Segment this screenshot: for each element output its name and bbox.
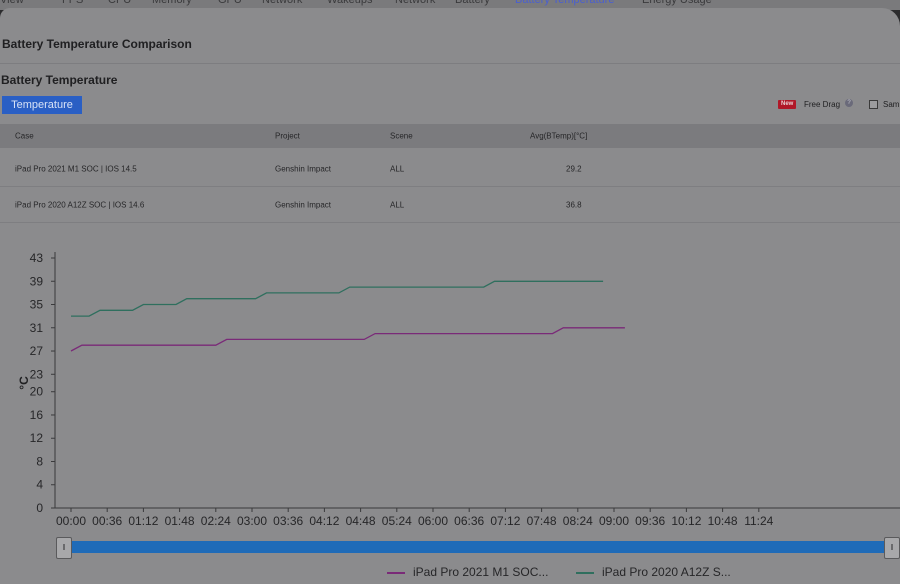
help-icon[interactable]: ? <box>845 99 853 107</box>
x-tick-label: 10:48 <box>708 514 738 528</box>
nav-tab[interactable]: FPS <box>62 0 84 6</box>
x-tick-label: 09:00 <box>599 514 629 528</box>
section-title: Battery Temperature <box>1 73 118 87</box>
header-case: Case <box>15 131 34 141</box>
top-nav: View FPS CPU Memory GPU Network Wakeups Network… <box>0 0 900 10</box>
slider-handle-right[interactable]: ‖ <box>884 537 900 559</box>
legend-label: iPad Pro 2020 A12Z S... <box>602 565 731 579</box>
row-case: iPad Pro 2020 A12Z SOC | IOS 14.6 <box>15 200 145 210</box>
x-tick-label: 07:12 <box>490 514 520 528</box>
x-tick-label: 04:48 <box>346 514 376 528</box>
nav-tab[interactable]: CPU <box>108 0 132 6</box>
x-tick-label: 00:36 <box>92 514 122 528</box>
time-range-slider[interactable] <box>62 541 892 553</box>
nav-tab[interactable]: Network <box>262 0 303 6</box>
legend-swatch <box>387 571 405 574</box>
header-scene: Scene <box>390 131 413 141</box>
x-tick-label: 01:48 <box>165 514 195 528</box>
nav-tab[interactable]: Energy Usage <box>642 0 712 6</box>
x-tick-label: 03:36 <box>273 514 303 528</box>
series-line-0[interactable] <box>70 327 625 352</box>
slider-handle-left[interactable]: ‖ <box>56 537 72 559</box>
temperature-chart: 0 4 8 12 16 20 23 27 31 35 39 43 °C 00:00 00:36 01:12 01… <box>0 240 900 540</box>
y-tick-label: 16 <box>30 408 44 422</box>
x-tick-label: 02:24 <box>201 514 231 528</box>
y-tick-label: 20 <box>30 385 44 399</box>
x-tick-label: 03:00 <box>237 514 267 528</box>
table-header: Case Project Scene Avg(BTemp)[°C] <box>0 124 900 148</box>
nav-tab[interactable]: GPU <box>218 0 242 6</box>
row-scene: ALL <box>390 200 405 210</box>
same-checkbox[interactable] <box>869 100 878 109</box>
y-tick-label: 35 <box>30 298 44 312</box>
chart-svg: 0 4 8 12 16 20 23 27 31 35 39 43 °C 00:00 00:36 01:12 01… <box>17 251 900 528</box>
nav-tab[interactable]: Memory <box>152 0 192 6</box>
table-row[interactable]: iPad Pro 2021 M1 SOC | IOS 14.5 Genshin … <box>0 152 900 187</box>
main-panel: Battery Temperature Comparison Battery T… <box>0 8 900 584</box>
row-scene: ALL <box>390 164 405 174</box>
y-tick-label: 39 <box>30 274 44 288</box>
x-tick-label: 01:12 <box>128 514 158 528</box>
x-tick-label: 06:00 <box>418 514 448 528</box>
x-tick-label: 09:36 <box>635 514 665 528</box>
series-line-1[interactable] <box>71 280 604 317</box>
legend-item-a12z[interactable]: iPad Pro 2020 A12Z S... <box>576 565 731 579</box>
table-row[interactable]: iPad Pro 2020 A12Z SOC | IOS 14.6 Genshi… <box>0 188 900 223</box>
divider <box>0 63 900 64</box>
nav-tab[interactable]: Wakeups <box>327 0 373 6</box>
y-tick-label: 31 <box>30 321 44 335</box>
x-tick-label: 07:48 <box>527 514 557 528</box>
y-tick-label: 23 <box>30 367 44 381</box>
header-project: Project <box>275 131 300 141</box>
nav-tab[interactable]: Battery <box>455 0 490 6</box>
y-tick-label: 4 <box>36 478 43 492</box>
nav-tab[interactable]: Battery Temperature <box>515 0 615 6</box>
x-tick-label: 04:12 <box>309 514 339 528</box>
legend-swatch <box>576 571 594 574</box>
y-axis-label: °C <box>17 376 31 390</box>
nav-tab[interactable]: Network <box>395 0 436 6</box>
free-drag-label[interactable]: Free Drag <box>804 100 841 109</box>
row-project: Genshin Impact <box>275 164 332 174</box>
x-tick-label: 00:00 <box>56 514 86 528</box>
row-avg: 29.2 <box>566 164 582 174</box>
nav-tab[interactable]: View <box>0 0 24 6</box>
legend-item-m1[interactable]: iPad Pro 2021 M1 SOC... <box>387 565 548 579</box>
header-avg: Avg(BTemp)[°C] <box>530 131 588 141</box>
same-label[interactable]: Sam <box>883 100 900 109</box>
legend-label: iPad Pro 2021 M1 SOC... <box>413 565 549 579</box>
row-project: Genshin Impact <box>275 200 332 210</box>
y-tick-label: 27 <box>30 344 44 358</box>
y-tick-label: 12 <box>30 431 44 445</box>
y-tick-label: 43 <box>30 251 44 265</box>
x-tick-label: 06:36 <box>454 514 484 528</box>
page-title: Battery Temperature Comparison <box>2 37 192 51</box>
x-tick-label: 11:24 <box>744 514 773 528</box>
x-tick-label: 05:24 <box>382 514 412 528</box>
row-avg: 36.8 <box>566 200 582 210</box>
temperature-button[interactable]: Temperature <box>2 96 82 114</box>
x-tick-label: 08:24 <box>563 514 593 528</box>
y-tick-label: 8 <box>36 454 43 468</box>
y-tick-label: 0 <box>36 501 43 515</box>
row-case: iPad Pro 2021 M1 SOC | IOS 14.5 <box>15 164 137 174</box>
x-tick-label: 10:12 <box>671 514 701 528</box>
new-badge: New <box>778 100 797 109</box>
